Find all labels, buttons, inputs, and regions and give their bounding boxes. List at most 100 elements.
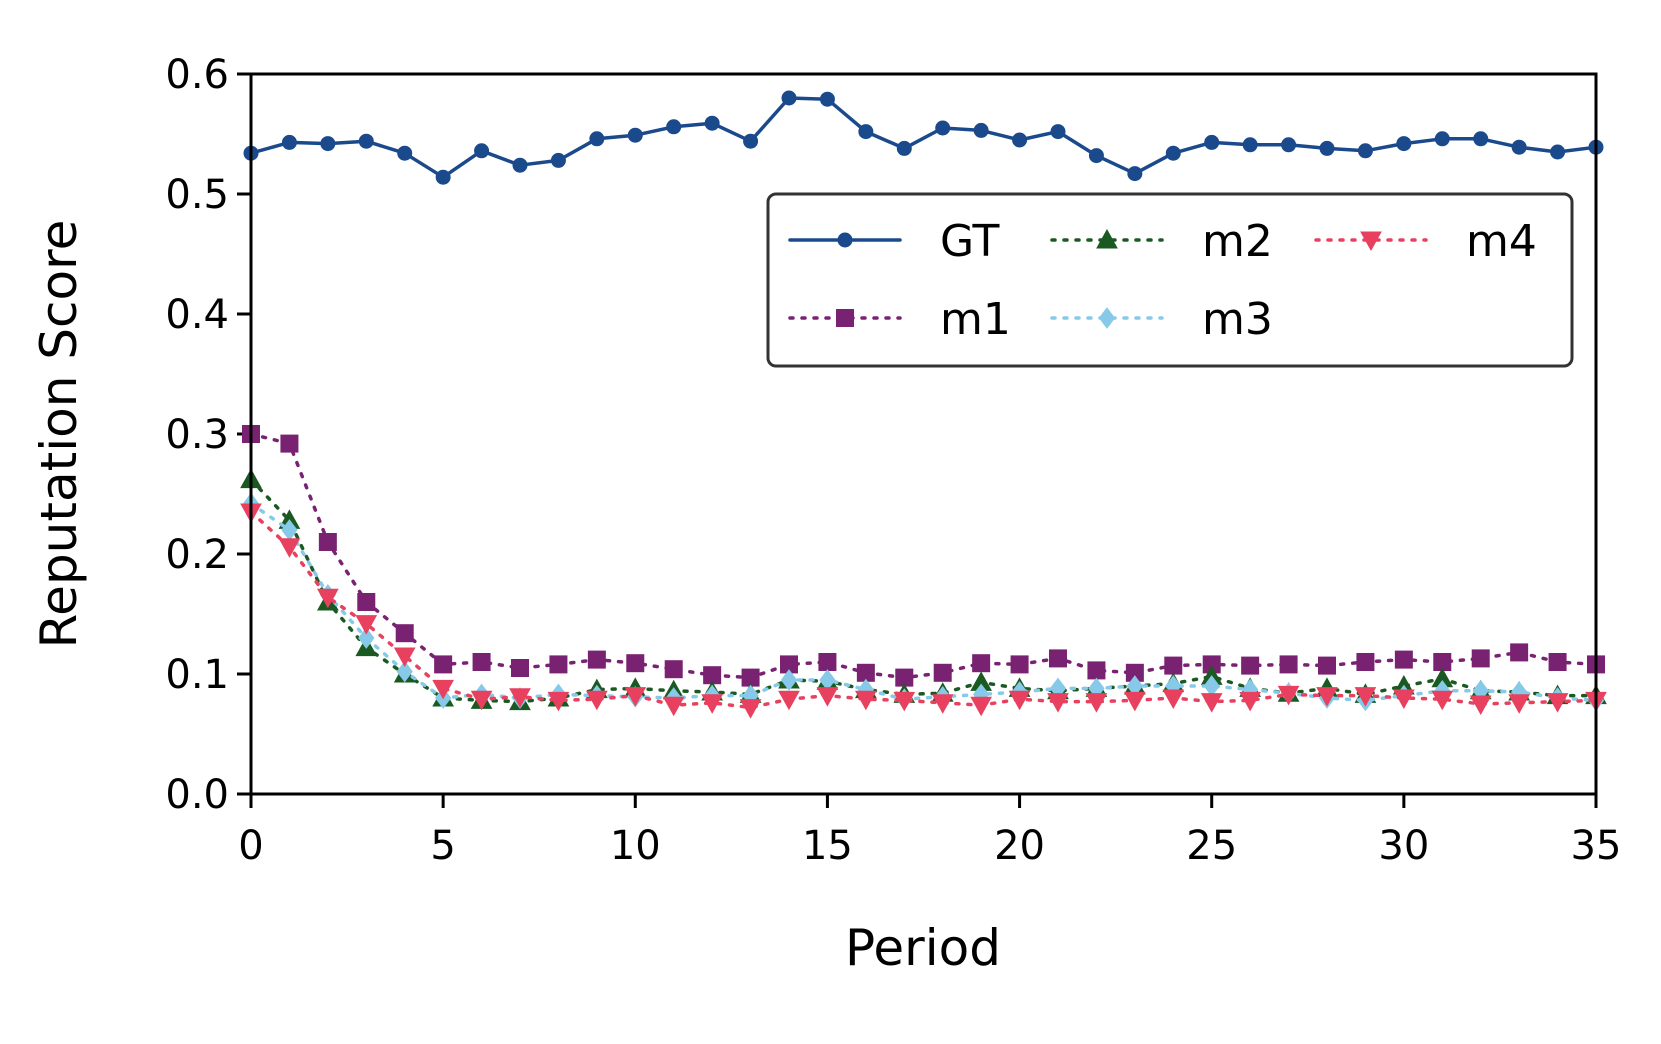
data-point-m3 [780, 669, 798, 691]
data-point-m1 [1548, 653, 1567, 671]
data-point-GT [1511, 139, 1527, 155]
data-point-GT [1357, 143, 1373, 159]
data-point-m1 [1394, 650, 1413, 669]
x-tick-label: 25 [1186, 823, 1237, 869]
legend-entry-m2: m2 [1050, 216, 1273, 267]
data-point-m4 [855, 690, 877, 711]
data-point-m1 [1279, 655, 1298, 674]
data-point-m4 [432, 679, 454, 700]
series-layer [240, 90, 1607, 719]
y-tick-label: 0.1 [165, 652, 229, 698]
data-point-m4 [1239, 691, 1261, 712]
series-GT [243, 90, 1604, 185]
data-point-m1 [472, 653, 491, 671]
x-tick-label: 30 [1378, 823, 1429, 869]
data-point-m4 [470, 690, 493, 711]
data-point-GT [1396, 136, 1412, 152]
data-point-m4 [739, 699, 762, 719]
data-point-GT [1473, 131, 1489, 147]
data-point-m1 [664, 660, 683, 679]
data-point-m1 [587, 650, 606, 669]
plot-background [251, 74, 1596, 794]
data-point-m4 [1316, 687, 1338, 707]
data-point-m4 [701, 694, 723, 714]
data-point-m4 [1200, 693, 1223, 713]
data-point-GT [1088, 148, 1104, 164]
data-point-m4 [1393, 689, 1415, 710]
data-point-m1 [549, 655, 568, 674]
legend-marker [1098, 307, 1116, 329]
data-point-GT [819, 91, 835, 107]
data-point-m4 [1085, 693, 1108, 713]
data-point-m3 [358, 627, 375, 649]
data-point-m4 [1508, 694, 1530, 714]
data-point-m4 [509, 688, 531, 708]
x-axis-ticks: 0 5 10 15 20 25 30 35 [238, 794, 1621, 869]
data-point-GT [512, 157, 528, 173]
legend: GT m1 m2 m3 m4 [766, 192, 1574, 368]
y-tick-label: 0.4 [165, 292, 229, 338]
x-tick-label: 0 [238, 823, 263, 869]
data-point-GT [627, 127, 643, 143]
data-point-GT [1012, 132, 1028, 148]
data-point-m4 [778, 690, 800, 711]
legend-label: m2 [1202, 216, 1273, 267]
x-tick-label: 20 [994, 823, 1045, 869]
series-m4 [240, 503, 1607, 719]
data-point-GT [858, 124, 874, 140]
data-point-GT [935, 120, 951, 136]
data-point-GT [1050, 124, 1066, 140]
y-axis-title: Reputation Score [30, 220, 88, 649]
data-point-m1 [1087, 661, 1106, 680]
data-point-m1 [280, 434, 299, 453]
data-point-m4 [1354, 687, 1377, 707]
data-point-GT [666, 119, 682, 135]
legend-marker [837, 232, 853, 248]
data-point-GT [1281, 137, 1297, 153]
data-point-GT [781, 90, 797, 106]
data-point-GT [1434, 131, 1450, 147]
data-point-GT [973, 122, 989, 138]
data-point-m1 [1010, 655, 1029, 674]
data-point-GT [1550, 144, 1566, 160]
data-point-m4 [393, 647, 416, 668]
series-line-m4 [249, 510, 1598, 710]
legend-marker [1360, 231, 1382, 252]
legend-box [766, 192, 1574, 368]
data-point-GT [320, 136, 336, 152]
data-point-m1 [626, 654, 645, 673]
data-point-m4 [970, 696, 992, 717]
x-tick-label: 10 [610, 823, 661, 869]
y-tick-label: 0.3 [165, 412, 229, 458]
data-point-m4 [317, 588, 339, 609]
data-point-m4 [355, 615, 378, 635]
plot-frame [249, 72, 1598, 796]
data-point-m4 [624, 687, 647, 707]
legend-entry-m1: m1 [788, 294, 1011, 345]
data-point-m1 [818, 653, 837, 671]
legend-entry-GT: GT [788, 216, 1000, 267]
data-point-m1 [357, 593, 376, 611]
data-point-m4 [816, 687, 839, 707]
data-point-m1 [1318, 656, 1336, 675]
data-point-GT [1242, 137, 1258, 153]
data-point-GT [1319, 140, 1335, 156]
data-point-GT [281, 134, 297, 150]
legend-entry-m4: m4 [1314, 216, 1537, 267]
data-point-m4 [278, 538, 301, 558]
data-point-m1 [318, 533, 337, 551]
legend-label: m3 [1202, 294, 1273, 345]
data-point-m4 [1008, 690, 1031, 711]
data-point-GT [896, 140, 912, 156]
data-point-m4 [586, 690, 608, 711]
x-tick-label: 15 [802, 823, 853, 869]
data-point-m1 [972, 654, 991, 673]
legend-marker [1096, 228, 1118, 249]
data-point-m4 [1124, 691, 1146, 712]
data-point-GT [589, 131, 605, 147]
data-point-m4 [662, 696, 685, 717]
data-point-m1 [1471, 649, 1490, 668]
x-tick-label: 35 [1571, 823, 1622, 869]
legend-label: GT [940, 216, 1000, 267]
